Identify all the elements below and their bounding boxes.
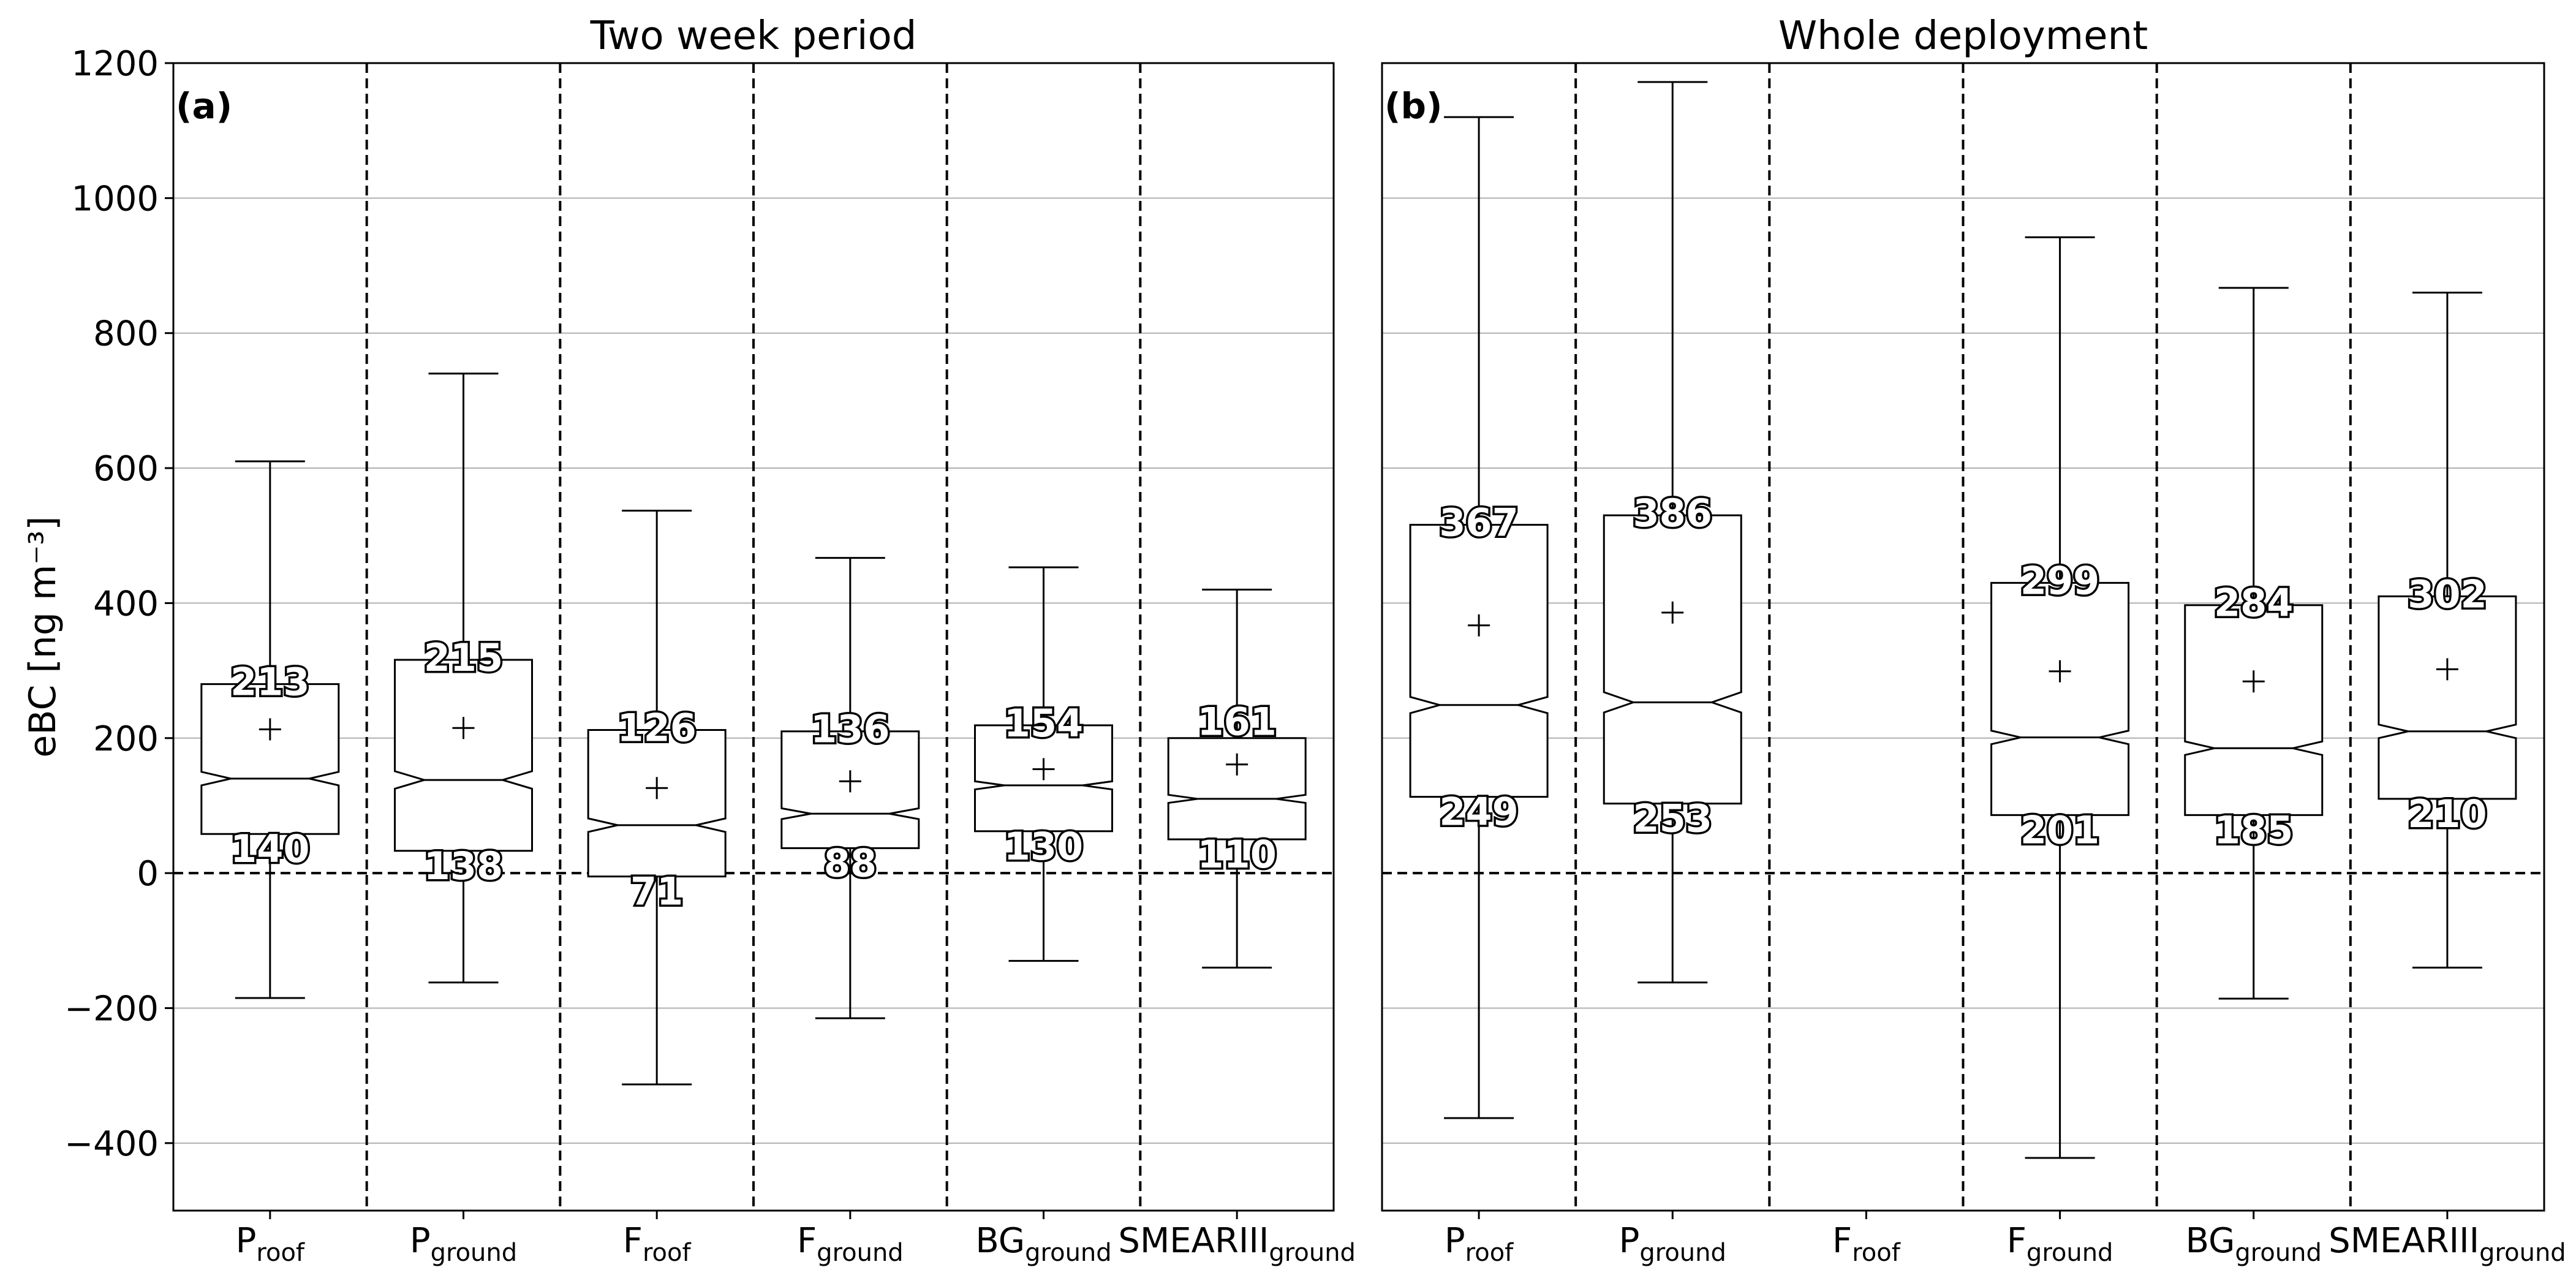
mean-label: 126 bbox=[617, 706, 696, 751]
y-tick-label: −400 bbox=[64, 1124, 159, 1164]
y-tick-label: 400 bbox=[93, 584, 159, 624]
y-axis-label: eBC [ng m⁻³] bbox=[21, 516, 64, 757]
median-label: 110 bbox=[1197, 832, 1276, 877]
y-tick-label: 600 bbox=[93, 449, 159, 489]
x-tick-label: Froof bbox=[1832, 1221, 1901, 1267]
mean-label: 386 bbox=[1633, 491, 1712, 535]
x-tick-label: SMEARIIIground bbox=[2329, 1221, 2566, 1267]
median-label: 140 bbox=[230, 826, 309, 871]
box-p-roof: 367 249 bbox=[1409, 116, 1549, 1119]
mean-label: 302 bbox=[2408, 572, 2487, 616]
mean-label: 284 bbox=[2214, 581, 2293, 626]
x-tick-label: Proof bbox=[1445, 1221, 1514, 1267]
panel-b: Whole deployment (b) Proof 367 249 Pground 386… bbox=[1381, 13, 2566, 1267]
mean-label: 367 bbox=[1439, 501, 1518, 545]
median-label: 130 bbox=[1004, 824, 1083, 869]
box-body bbox=[1167, 737, 1307, 841]
mean-label: 215 bbox=[424, 635, 503, 680]
mean-label: 154 bbox=[1004, 701, 1083, 746]
panel-label: (b) bbox=[1384, 85, 1443, 127]
mean-label: 213 bbox=[230, 660, 309, 705]
panel-a: −400 −200 0 200 400 600 800 1000 1200 eBC [ng m⁻³… bbox=[21, 13, 1356, 1267]
x-tick-label: BGground bbox=[975, 1221, 1111, 1267]
box-body bbox=[2378, 595, 2517, 800]
box-body bbox=[200, 683, 340, 835]
y-tick-label: 1000 bbox=[71, 179, 159, 219]
box-body bbox=[1990, 581, 2130, 816]
y-tick-label: 800 bbox=[93, 314, 159, 354]
x-tick-label: SMEARIIIground bbox=[1118, 1221, 1356, 1267]
box-body bbox=[1409, 524, 1549, 798]
x-tick-label: Pground bbox=[410, 1221, 517, 1267]
panel-title: Whole deployment bbox=[1778, 13, 2148, 59]
box-body bbox=[1603, 514, 1742, 805]
median-label: 210 bbox=[2408, 792, 2487, 836]
box-f-ground: 136 88 bbox=[780, 557, 920, 1019]
box-bg-ground: 154 130 bbox=[974, 566, 1113, 962]
mean-label: 299 bbox=[2020, 558, 2099, 603]
box-p-ground: 386 253 bbox=[1603, 81, 1742, 984]
x-tick-label: Fground bbox=[797, 1221, 904, 1267]
x-tick-label: Froof bbox=[623, 1221, 692, 1267]
median-label: 88 bbox=[824, 841, 877, 885]
y-tick-label: 200 bbox=[93, 719, 159, 759]
median-label: 138 bbox=[424, 844, 503, 888]
median-label: 249 bbox=[1439, 790, 1518, 834]
x-tick-label: Pground bbox=[1619, 1221, 1726, 1267]
panel-label: (a) bbox=[176, 85, 232, 127]
box-f-ground: 299 201 bbox=[1990, 236, 2130, 1159]
median-label: 253 bbox=[1633, 796, 1712, 841]
box-p-ground: 215 138 bbox=[394, 372, 533, 984]
x-tick-label: Fground bbox=[2007, 1221, 2113, 1267]
x-tick-label: BGground bbox=[2186, 1221, 2322, 1267]
plot-frame bbox=[1381, 62, 2545, 1212]
box-f-roof: 126 71 bbox=[587, 509, 727, 1086]
median-label: 201 bbox=[2020, 807, 2099, 852]
y-tick-label: 1200 bbox=[71, 44, 159, 84]
box-body bbox=[587, 729, 727, 878]
mean-label: 161 bbox=[1197, 700, 1276, 744]
y-tick-label: 0 bbox=[137, 854, 159, 894]
median-label: 71 bbox=[630, 869, 683, 914]
box-smeariii-ground: 161 110 bbox=[1167, 588, 1307, 969]
y-tick-label: −200 bbox=[64, 989, 159, 1029]
box-p-roof: 213 140 bbox=[200, 460, 340, 999]
box-bg-ground: 284 185 bbox=[2184, 287, 2324, 1000]
mean-label: 136 bbox=[810, 707, 890, 752]
box-smeariii-ground: 302 210 bbox=[2378, 292, 2517, 969]
box-body bbox=[2184, 604, 2324, 816]
panel-title: Two week period bbox=[590, 13, 917, 59]
plot-frame bbox=[172, 62, 1335, 1212]
box-body bbox=[394, 659, 533, 852]
x-tick-label: Proof bbox=[236, 1221, 305, 1267]
median-label: 185 bbox=[2214, 807, 2293, 852]
